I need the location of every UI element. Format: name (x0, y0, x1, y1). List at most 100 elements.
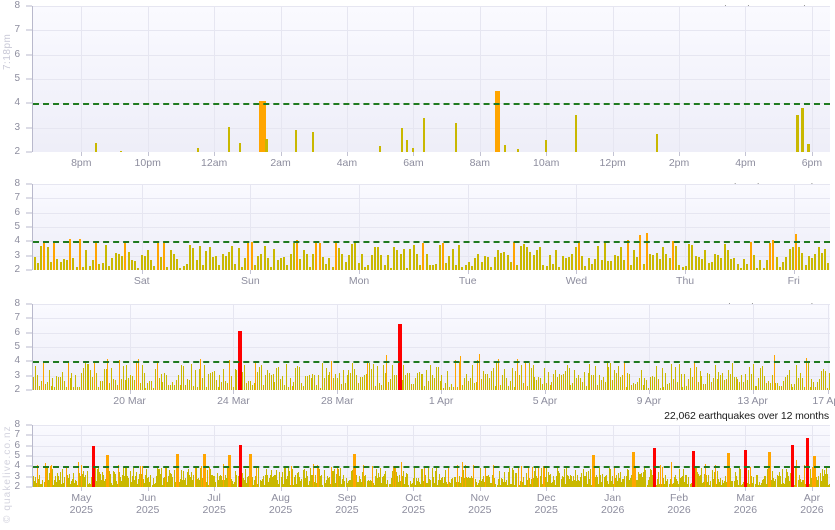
earthquake-bar (545, 476, 546, 487)
earthquake-bar (214, 371, 215, 390)
earthquake-bar (205, 250, 207, 270)
earthquake-bar (110, 473, 111, 487)
gridline-vertical (612, 425, 614, 487)
earthquake-bar (546, 382, 547, 390)
x-tick-month: Dec (536, 492, 556, 504)
earthquake-bar (633, 383, 634, 390)
earthquake-bar (503, 481, 504, 487)
earthquake-bar (656, 133, 658, 152)
y-axis-tick-label: 2 (14, 264, 20, 275)
earthquake-bar (643, 471, 644, 487)
earthquake-bar (60, 471, 61, 487)
earthquake-bar (551, 483, 552, 487)
gridline-horizontal (33, 198, 830, 200)
earthquake-bar (58, 377, 59, 390)
earthquake-bar (36, 482, 37, 487)
earthquake-bar (751, 373, 752, 390)
earthquake-bar (676, 478, 677, 487)
earthquake-bar (635, 384, 636, 390)
earthquake-bar (296, 240, 298, 270)
y-axis-tick-mark (26, 389, 32, 391)
y-axis-tick-label: 8 (14, 298, 20, 309)
earthquake-bar (670, 478, 671, 487)
earthquake-bar (273, 476, 274, 487)
earthquake-bar (722, 373, 723, 390)
earthquake-bar (140, 382, 141, 390)
x-axis-tick-mark (337, 390, 339, 394)
earthquake-bar (715, 364, 716, 390)
earthquake-bar (71, 373, 72, 390)
earthquake-bar (643, 384, 644, 390)
plot-area (33, 425, 830, 487)
x-axis-tick-mark (827, 390, 829, 394)
earthquake-bar (233, 387, 234, 390)
earthquake-bar (406, 473, 407, 487)
earthquake-bar (751, 476, 752, 487)
earthquake-bar (495, 386, 496, 390)
earthquake-bar (176, 379, 177, 390)
earthquake-bar (138, 359, 139, 390)
earthquake-bar (508, 472, 509, 487)
y-axis-tick-mark (26, 29, 32, 31)
earthquake-bar (403, 364, 404, 390)
earthquake-bar (720, 257, 722, 270)
earthquake-bar (510, 381, 511, 390)
earthquake-bar (493, 367, 494, 390)
earthquake-bar (690, 484, 691, 487)
gridline-vertical (546, 6, 548, 152)
earthquake-bar (295, 130, 297, 152)
earthquake-bar (202, 377, 203, 390)
earthquake-bar (234, 263, 236, 270)
earthquake-bar (605, 381, 606, 390)
earthquake-bar (296, 483, 297, 487)
earthquake-bar (493, 465, 494, 487)
earthquake-bar (581, 255, 583, 270)
earthquake-bar (682, 266, 684, 270)
earthquake-bar (66, 387, 67, 390)
earthquake-bar (590, 468, 591, 487)
earthquake-bar (360, 377, 361, 390)
earthquake-bar (537, 477, 538, 487)
gridline-horizontal (33, 30, 830, 32)
earthquake-bar (413, 478, 414, 487)
earthquake-bar (534, 470, 535, 487)
earthquake-bar (428, 468, 429, 487)
earthquake-bar (641, 370, 642, 390)
earthquake-bar (174, 470, 175, 487)
earthquake-bar (412, 482, 413, 487)
earthquake-bar (775, 479, 776, 487)
earthquake-bar (38, 478, 39, 487)
earthquake-bar (660, 387, 661, 390)
x-axis-tick-label: Jul 2025 (202, 492, 225, 516)
earthquake-bar (350, 372, 351, 390)
earthquake-bar (216, 379, 217, 390)
earthquake-bar (753, 254, 755, 270)
earthquake-bar (825, 473, 826, 487)
earthquake-bar (606, 474, 607, 487)
earthquake-bar (438, 366, 439, 390)
earthquake-bar (364, 374, 365, 390)
earthquake-bar (827, 262, 829, 270)
earthquake-bar (367, 362, 368, 390)
earthquake-bar (43, 362, 44, 390)
earthquake-bar (586, 471, 587, 487)
x-axis-tick-mark (147, 487, 149, 491)
earthquake-bar (368, 479, 369, 487)
earthquake-bar (637, 479, 638, 487)
earthquake-bar (42, 480, 43, 487)
x-tick-month: Jan (604, 492, 622, 504)
earthquake-bar (741, 374, 742, 390)
earthquake-bar (588, 258, 590, 270)
earthquake-bar (698, 381, 699, 390)
earthquake-bar (128, 378, 129, 390)
earthquake-bar (414, 467, 415, 487)
earthquake-bar (387, 480, 388, 487)
earthquake-bar (264, 246, 266, 270)
earthquake-bar (806, 438, 809, 487)
y-axis-tick-mark (26, 424, 32, 426)
x-axis-tick-label: Jun 2025 (136, 492, 159, 516)
earthquake-bar (344, 480, 345, 487)
gridline-vertical (250, 184, 252, 270)
earthquake-bar (441, 374, 442, 390)
y-axis-tick-label: 2 (14, 384, 20, 395)
